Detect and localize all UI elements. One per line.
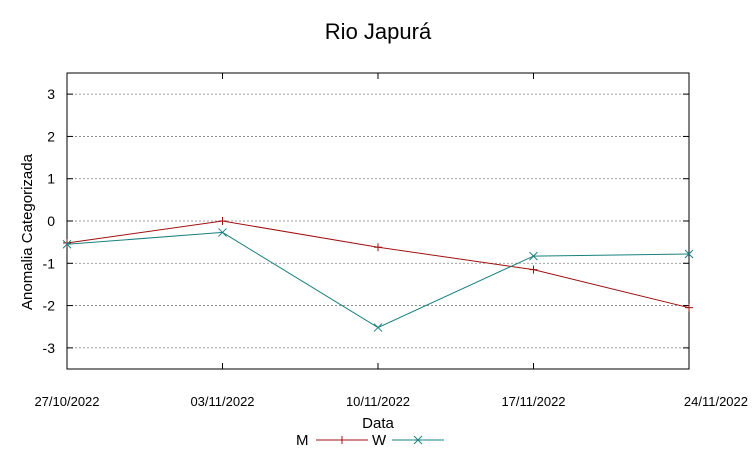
data-point [413,435,423,445]
data-point [218,228,227,237]
x-tick-label: 17/11/2022 [501,394,565,409]
y-axis-label: Anomalia Categorizada [19,153,36,310]
y-tick-label: -2 [43,298,56,314]
chart-title: Rio Japurá [325,19,432,44]
y-tick-label: 3 [47,86,55,102]
series-line-m [66,220,690,309]
data-point [684,249,694,259]
data-point [218,217,227,225]
legend-label-m: M [296,432,309,449]
x-tick-label: 03/11/2022 [190,394,254,409]
y-tick-label: 2 [47,128,55,144]
y-tick-label: 1 [47,171,55,187]
x-axis-label: Data [362,415,394,432]
data-point [529,265,538,274]
data-point [62,239,72,249]
data-point [63,238,71,247]
x-tick-label: 24/11/2022 [684,394,748,409]
y-tick-label: -3 [43,340,56,356]
legend-label-w: W [372,432,387,449]
data-point [373,323,383,332]
data-point [338,436,346,444]
data-point [529,251,538,261]
x-tick-label: 27/10/2022 [34,394,99,409]
data-point [374,243,382,252]
y-tick-label: 0 [47,213,55,229]
y-tick-label: -1 [43,255,56,271]
data-point [685,303,693,312]
x-tick-label: 10/11/2022 [346,394,410,409]
